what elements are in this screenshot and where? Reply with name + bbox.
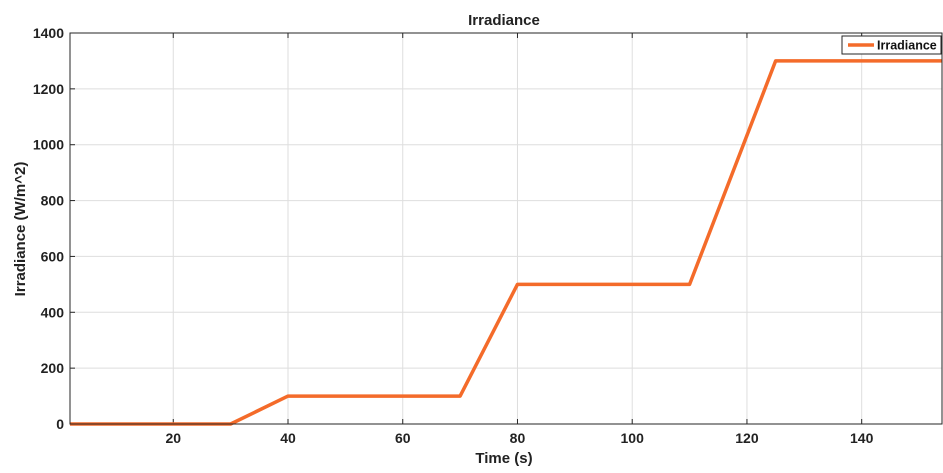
x-tick-label: 80 bbox=[510, 430, 526, 446]
legend: Irradiance bbox=[841, 35, 942, 55]
plot-area-frame bbox=[69, 32, 943, 425]
x-tick-label: 20 bbox=[165, 430, 181, 446]
legend-box bbox=[841, 35, 942, 55]
series-layer bbox=[70, 59, 942, 426]
y-tick-label: 1200 bbox=[33, 81, 64, 97]
x-tick-label: 100 bbox=[621, 430, 645, 446]
y-tick-label: 1400 bbox=[33, 25, 64, 41]
y-tick-label: 600 bbox=[41, 248, 65, 264]
y-tick-label: 200 bbox=[41, 360, 65, 376]
y-tick-label: 0 bbox=[56, 416, 64, 432]
x-tick-label: 60 bbox=[395, 430, 411, 446]
y-tick-label: 1000 bbox=[33, 137, 64, 153]
axis-ticks: 20 40 60 80 100 120 14002004006008001000120014… bbox=[33, 25, 874, 446]
grid-lines bbox=[70, 32, 942, 425]
legend-label: Irradiance bbox=[877, 39, 937, 53]
series-line-irradiance bbox=[70, 59, 942, 426]
x-tick-label: 40 bbox=[280, 430, 296, 446]
chart-title: Irradiance bbox=[468, 12, 540, 29]
x-tick-label: 140 bbox=[850, 430, 874, 446]
x-axis-label: Time (s) bbox=[475, 450, 532, 467]
y-tick-label: 400 bbox=[41, 304, 65, 320]
y-axis-label: Irradiance (W/m^2) bbox=[12, 162, 29, 297]
x-tick-label: 120 bbox=[735, 430, 759, 446]
y-tick-label: 800 bbox=[41, 193, 65, 209]
